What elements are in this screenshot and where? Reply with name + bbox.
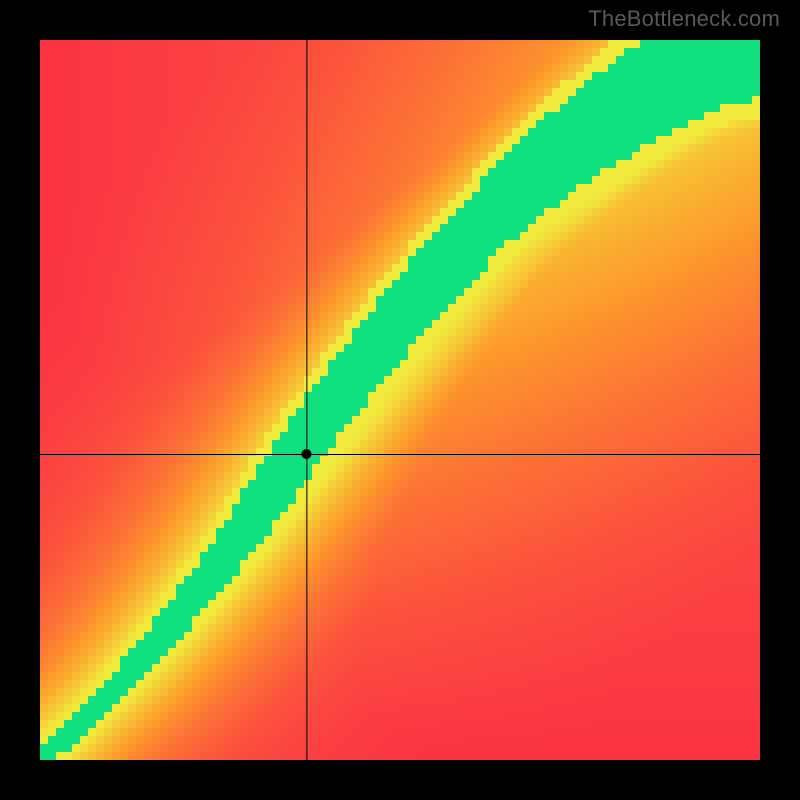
heatmap-canvas	[40, 40, 760, 760]
watermark-text: TheBottleneck.com	[588, 6, 780, 32]
bottleneck-heatmap	[40, 40, 760, 760]
